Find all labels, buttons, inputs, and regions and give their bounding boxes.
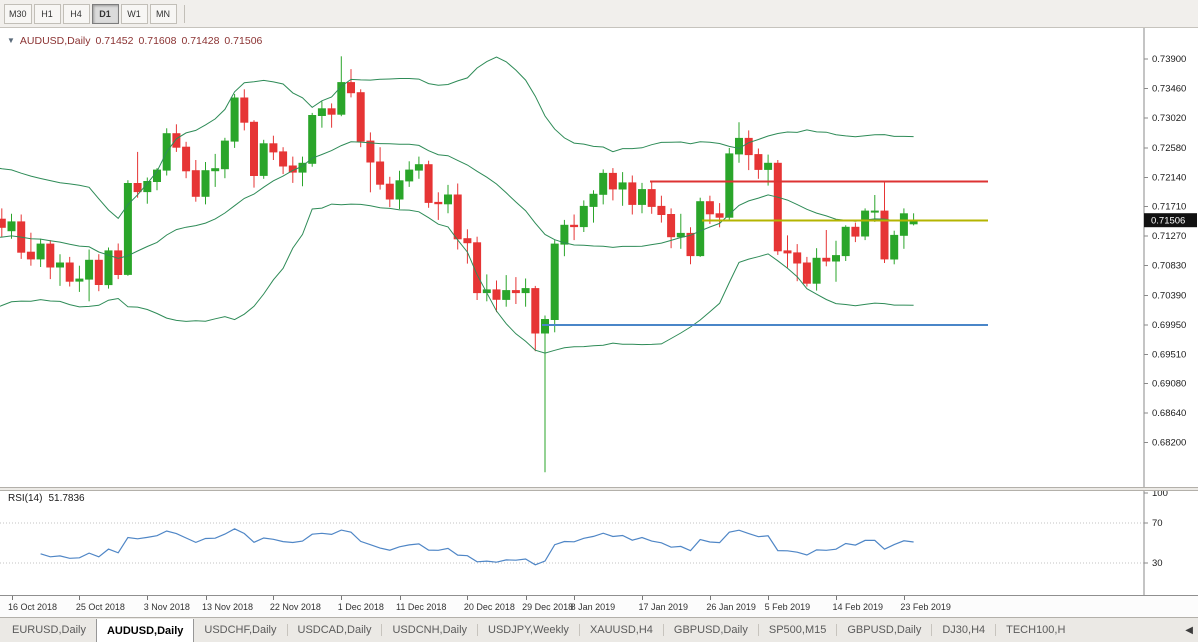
time-axis-tick — [273, 596, 275, 600]
date-label: 13 Nov 2018 — [202, 602, 254, 612]
date-label: 25 Oct 2018 — [75, 602, 125, 612]
svg-text:0.71710: 0.71710 — [1152, 201, 1186, 212]
timeframe-button-h4[interactable]: H4 — [62, 3, 90, 24]
tabs-scroll-left-icon[interactable]: ◀ — [1185, 624, 1193, 636]
tab-separator — [995, 624, 997, 636]
chart-tab-usdjpy-weekly[interactable]: USDJPY,Weekly — [488, 624, 569, 636]
svg-text:0.71270: 0.71270 — [1152, 231, 1186, 242]
time-axis-tick — [11, 596, 13, 600]
tab-separator — [477, 624, 479, 636]
rsi-indicator-label: RSI(14) 51.7836 — [8, 493, 85, 504]
date-label: 29 Dec 2018 — [522, 602, 574, 612]
time-axis-tick — [642, 596, 643, 600]
ohlc-high-value: 0.71608 — [138, 35, 177, 47]
timeframe-button-m30[interactable]: M30 — [4, 3, 32, 24]
chart-tab-eurusd-daily[interactable]: EURUSD,Daily — [12, 624, 86, 636]
date-label: 26 Jan 2019 — [706, 602, 756, 612]
timeframe-button-mn[interactable]: MN — [149, 3, 177, 24]
svg-text:70: 70 — [1152, 518, 1163, 529]
timeframe-button-w1[interactable]: W1 — [120, 3, 148, 24]
timeframe-button-h1[interactable]: H1 — [33, 3, 61, 24]
svg-text:0.73900: 0.73900 — [1152, 54, 1186, 65]
time-axis-tick — [467, 596, 469, 600]
date-label: 3 Nov 2018 — [143, 602, 190, 612]
chart-tab-usdchf-daily[interactable]: USDCHF,Daily — [204, 624, 277, 636]
ohlc-low-value: 0.71428 — [181, 35, 220, 47]
svg-text:0.68200: 0.68200 — [1152, 438, 1186, 449]
time-axis-tick — [574, 596, 576, 600]
chart-tab-audusd-daily[interactable]: AUDUSD,Daily — [95, 619, 195, 642]
tab-separator — [931, 624, 933, 636]
time-axis[interactable]: 16 Oct 2018 25 Oct 2018 3 Nov 2018 13 Nov 2… — [0, 595, 1198, 617]
svg-text:0.70390: 0.70390 — [1152, 290, 1186, 301]
time-axis-tick — [399, 596, 401, 600]
svg-text:0.69080: 0.69080 — [1152, 379, 1186, 390]
rsi-indicator-name: RSI(14) — [8, 493, 43, 504]
chart-ohlc-header: ▼ AUDUSD,Daily 0.71452 0.71608 0.71428 0… — [7, 35, 262, 47]
toolbar-separator — [183, 4, 185, 23]
chart-tab-xauusd-h4[interactable]: XAUUSD,H4 — [589, 624, 653, 636]
tab-separator — [578, 624, 580, 636]
svg-text:0.70830: 0.70830 — [1152, 261, 1186, 272]
svg-text:0.69950: 0.69950 — [1152, 320, 1186, 331]
date-label: 16 Oct 2018 — [8, 602, 58, 612]
time-axis-tick — [903, 596, 905, 600]
date-label: 14 Feb 2019 — [832, 602, 884, 612]
timeframe-button-d1[interactable]: D1 — [91, 3, 119, 24]
tab-separator — [836, 624, 838, 636]
date-label: 8 Jan 2019 — [570, 602, 616, 612]
rsi-chart-canvas[interactable]: 100 70 30 — [0, 491, 1198, 595]
date-label: 23 Feb 2019 — [900, 602, 951, 612]
ohlc-close-value: 0.71506 — [224, 35, 263, 47]
symbol-label: AUDUSD,Daily — [19, 35, 91, 47]
timeframe-toolbar: M30 H1 H4 D1 W1 MN — [0, 0, 1198, 28]
chart-tab-dj30-h4[interactable]: DJ30,H4 — [942, 624, 986, 636]
rsi-indicator-panel: RSI(14) 51.7836 100 70 30 — [0, 491, 1198, 595]
svg-text:0.73460: 0.73460 — [1152, 84, 1186, 95]
collapse-arrow-icon[interactable]: ▼ — [7, 36, 15, 45]
rsi-indicator-value: 51.7836 — [48, 493, 85, 504]
chart-tabs-bar: EURUSD,Daily AUDUSD,Daily USDCHF,Daily USDC… — [0, 617, 1198, 642]
svg-text:0.72140: 0.72140 — [1152, 173, 1186, 184]
time-axis-tick — [709, 596, 711, 600]
svg-text:30: 30 — [1152, 558, 1163, 569]
price-chart-canvas[interactable]: 0.73900 0.73460 0.73020 0.72580 0.72140 0.717… — [0, 28, 1198, 487]
svg-text:0.73020: 0.73020 — [1152, 113, 1186, 124]
svg-text:100: 100 — [1152, 491, 1168, 499]
ohlc-open-value: 0.71452 — [95, 35, 134, 47]
chart-tab-gbpusd-daily[interactable]: GBPUSD,Daily — [673, 624, 748, 636]
chart-tab-gbpusd-daily[interactable]: GBPUSD,Daily — [847, 624, 922, 636]
time-axis-tick — [341, 596, 343, 600]
date-label: 5 Feb 2019 — [764, 602, 811, 612]
time-axis-tick — [525, 596, 527, 600]
panel-splitter[interactable] — [0, 487, 1198, 491]
time-axis-tick — [836, 596, 837, 600]
date-label: 20 Dec 2018 — [463, 602, 515, 612]
svg-text:0.71506: 0.71506 — [1151, 216, 1185, 227]
tab-separator — [662, 624, 664, 636]
tab-separator — [757, 624, 759, 636]
time-axis-tick — [79, 596, 81, 600]
time-axis-tick — [205, 596, 207, 600]
tab-separator — [286, 624, 288, 636]
chart-area[interactable]: ▼ AUDUSD,Daily 0.71452 0.71608 0.71428 0… — [0, 28, 1198, 487]
svg-text:0.72580: 0.72580 — [1152, 143, 1186, 154]
date-label: 17 Jan 2019 — [638, 602, 689, 612]
tab-separator — [381, 624, 383, 636]
svg-text:0.69510: 0.69510 — [1152, 350, 1186, 361]
date-label: 22 Nov 2018 — [269, 602, 321, 612]
chart-tab-sp500-m15[interactable]: SP500,M15 — [768, 624, 827, 636]
time-axis-tick — [768, 596, 770, 600]
timeframe-button-group: M30 H1 H4 D1 W1 MN — [4, 3, 179, 24]
svg-text:0.68640: 0.68640 — [1152, 408, 1186, 419]
time-axis-tick — [147, 596, 149, 600]
date-label: 1 Dec 2018 — [337, 602, 384, 612]
chart-tab-tech100-h[interactable]: TECH100,H — [1006, 624, 1066, 636]
chart-tab-usdcnh-daily[interactable]: USDCNH,Daily — [392, 624, 468, 636]
chart-tab-usdcad-daily[interactable]: USDCAD,Daily — [297, 624, 372, 636]
date-label: 11 Dec 2018 — [396, 602, 447, 612]
